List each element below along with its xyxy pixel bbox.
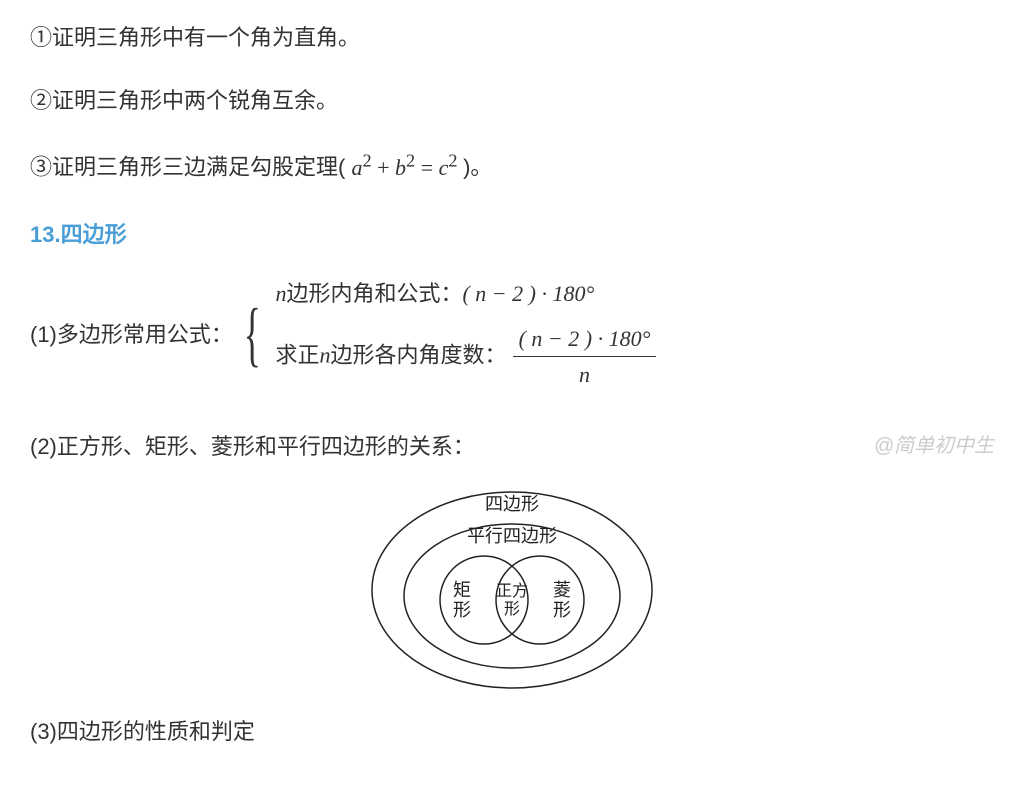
item-1: ①证明三角形中有一个角为直角。 xyxy=(30,20,994,55)
svg-text:平行四边形: 平行四边形 xyxy=(467,526,557,546)
venn-diagram: 四边形平行四边形矩形菱形正方形 xyxy=(30,480,994,690)
section-13-title: 13.四边形 xyxy=(30,217,994,252)
item-3-post: )。 xyxy=(463,155,492,180)
pythagorean-formula: a2 + b2 = c2 xyxy=(351,155,463,180)
svg-text:形: 形 xyxy=(453,600,471,620)
relationship-label: (2)正方形、矩形、菱形和平行四边形的关系： xyxy=(30,429,475,464)
item-2: ②证明三角形中两个锐角互余。 xyxy=(30,83,994,118)
fraction: ( n − 2 ) · 180° n xyxy=(513,321,657,392)
svg-text:形: 形 xyxy=(553,600,571,620)
svg-text:菱: 菱 xyxy=(553,580,571,600)
polygon-label: (1)多边形常用公式： xyxy=(30,317,233,352)
svg-text:四边形: 四边形 xyxy=(485,494,539,514)
item-3: ③证明三角形三边满足勾股定理( a2 + b2 = c2 )。 xyxy=(30,146,994,185)
polygon-formula-row: (1)多边形常用公式： { n边形内角和公式：( n − 2 ) · 180° … xyxy=(30,276,994,393)
svg-text:正方: 正方 xyxy=(496,582,528,600)
item-3-pre: ③证明三角形三边满足勾股定理( xyxy=(30,155,345,180)
svg-text:形: 形 xyxy=(504,600,520,618)
regular-polygon-angle: 求正n边形各内角度数： ( n − 2 ) · 180° n xyxy=(275,321,656,392)
left-brace-icon: { xyxy=(244,298,261,370)
interior-angle-sum: n边形内角和公式：( n − 2 ) · 180° xyxy=(275,276,656,311)
svg-text:矩: 矩 xyxy=(453,580,471,600)
section-3-label: (3)四边形的性质和判定 xyxy=(30,714,994,749)
watermark: @简单初中生 xyxy=(874,430,994,462)
